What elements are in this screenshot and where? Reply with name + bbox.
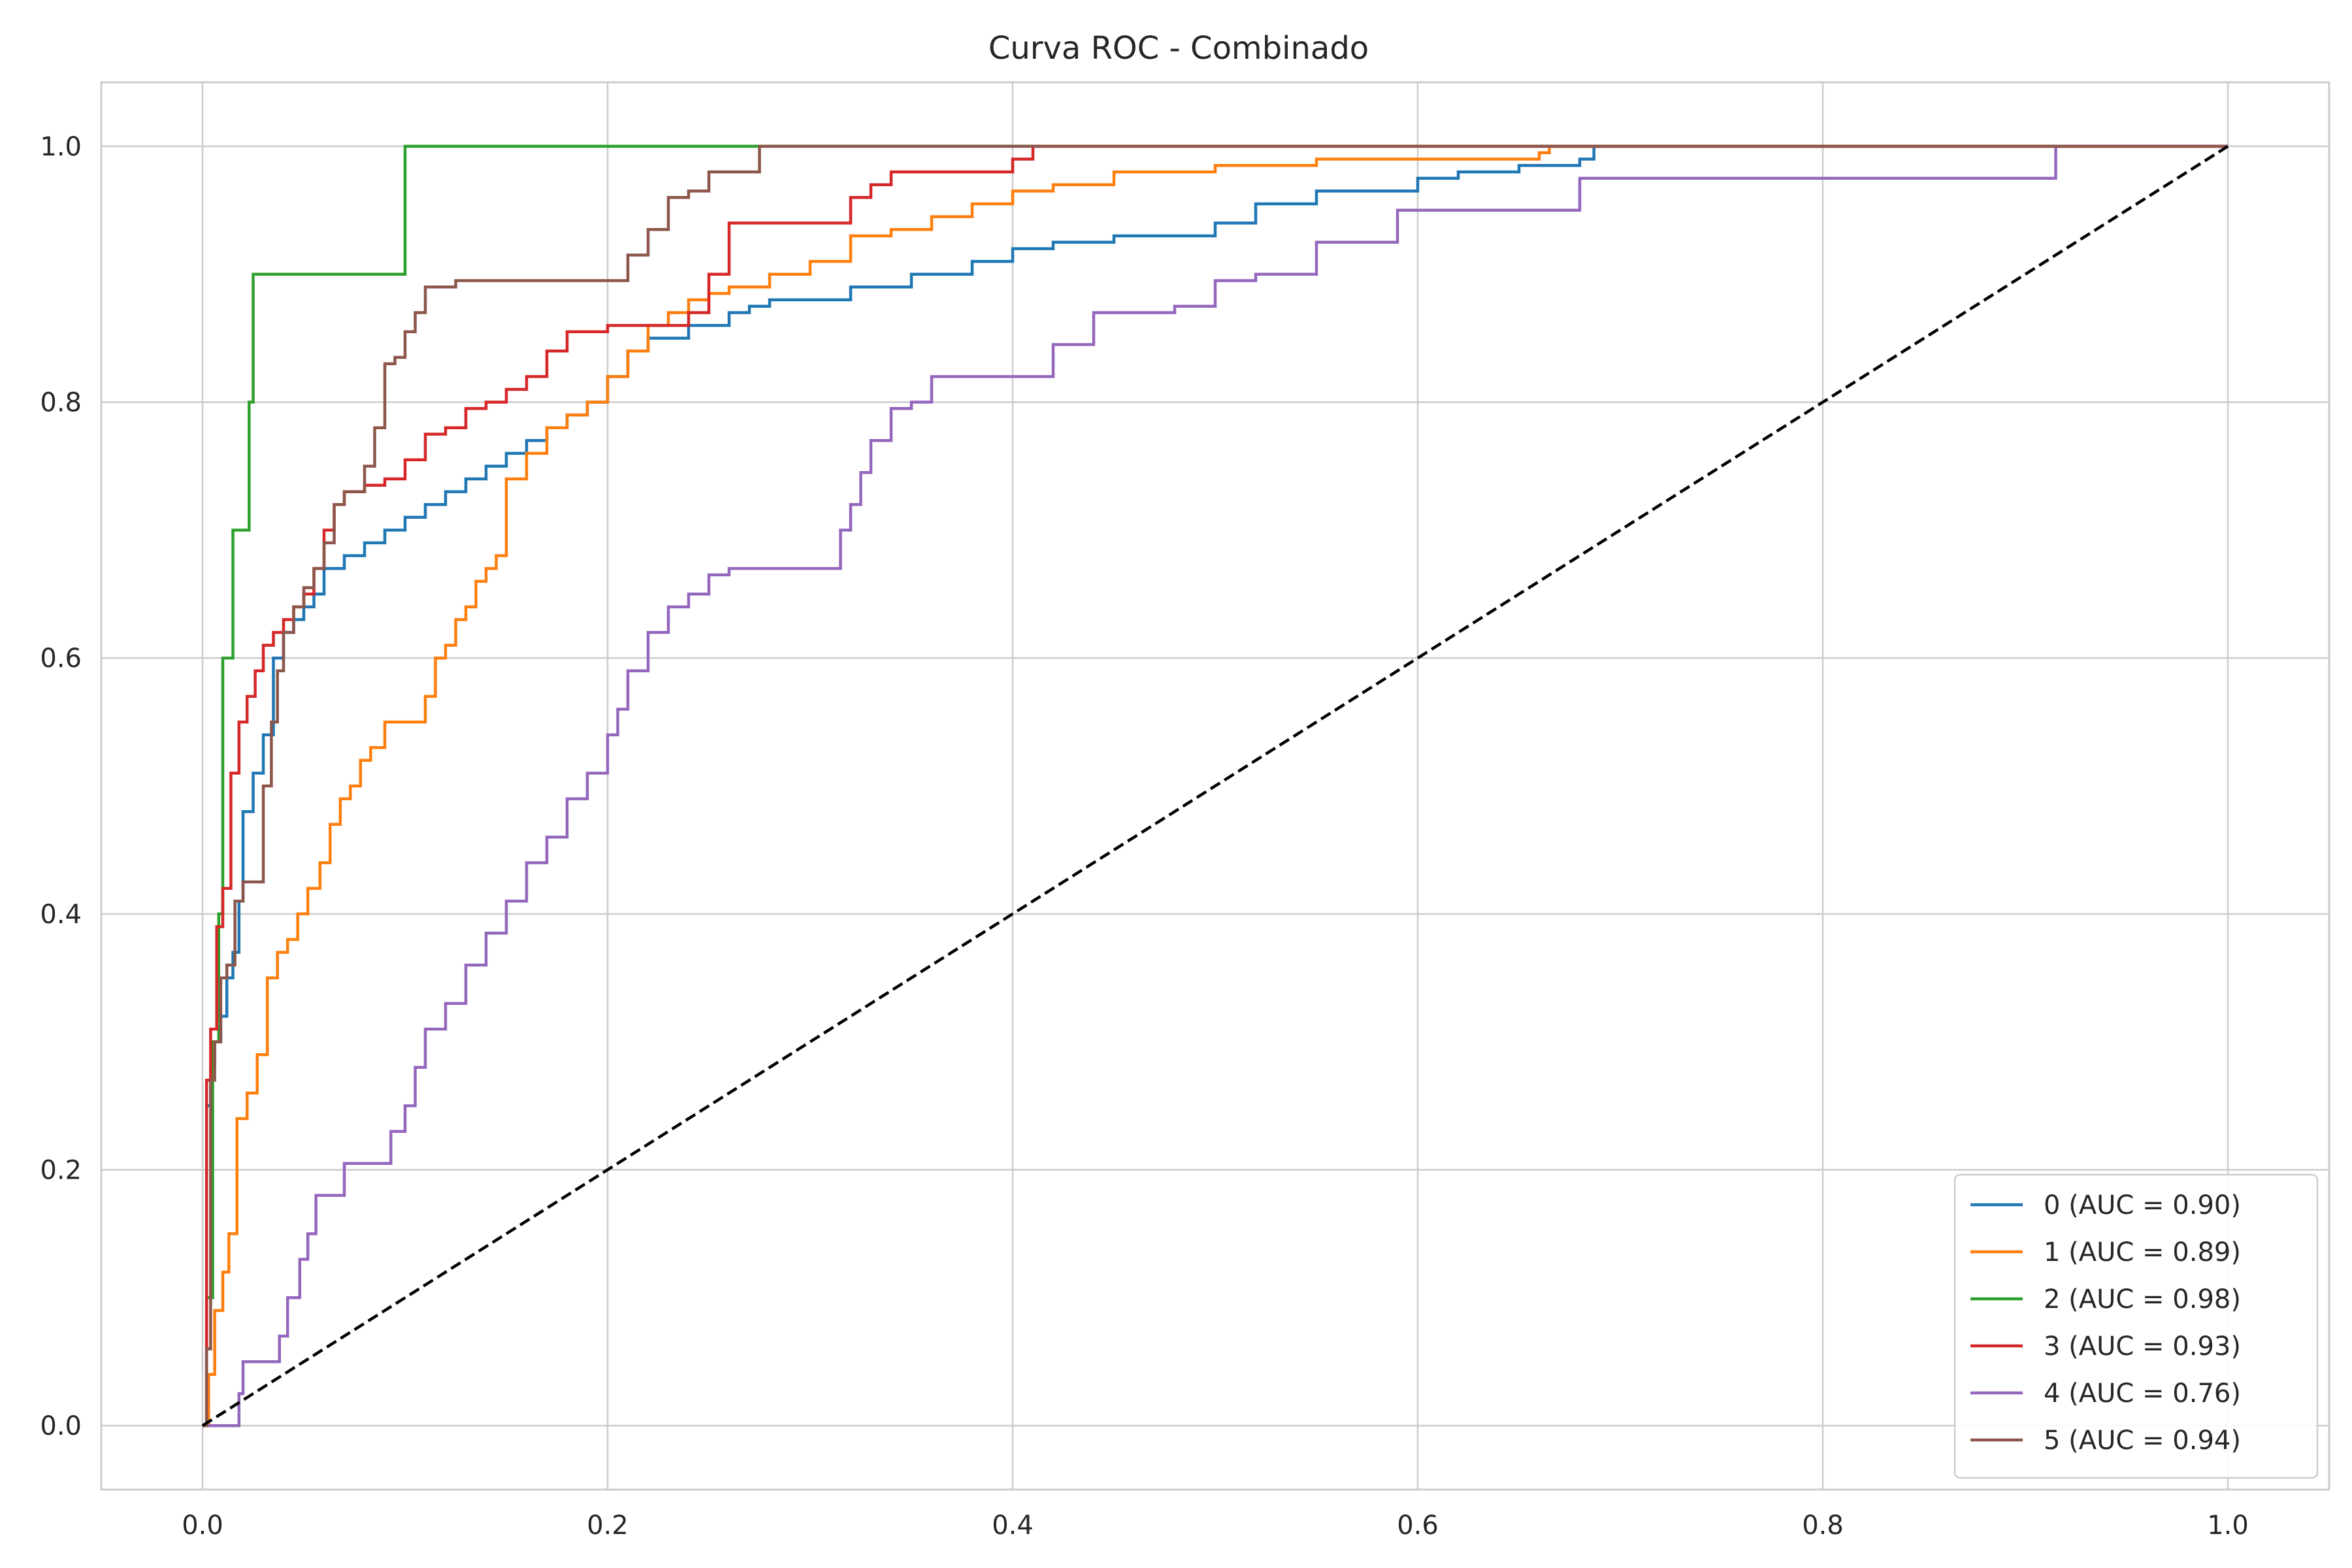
y-tick-label: 0.2 (40, 1155, 82, 1185)
legend-label: 1 (AUC = 0.89) (2044, 1237, 2241, 1267)
series-lines (203, 144, 2228, 1428)
reference-diagonal-line (201, 145, 2229, 1427)
legend-label: 3 (AUC = 0.93) (2044, 1331, 2241, 1362)
chart-title: Curva ROC - Combinado (988, 30, 1369, 67)
x-tick-labels: 0.0 0.2 0.4 0.6 0.8 1.0 (182, 1511, 2249, 1541)
y-tick-label: 0.6 (40, 644, 82, 674)
x-tick-label: 1.0 (2207, 1511, 2249, 1541)
x-tick-label: 0.2 (587, 1511, 629, 1541)
roc-series-1 (203, 144, 2228, 1428)
y-tick-label: 0.0 (40, 1411, 82, 1441)
x-tick-label: 0.0 (182, 1511, 223, 1541)
y-tick-label: 0.8 (40, 388, 82, 418)
roc-series-4 (203, 144, 2228, 1428)
roc-series-3 (203, 144, 2228, 1428)
legend-label: 4 (AUC = 0.76) (2044, 1379, 2241, 1409)
x-tick-label: 0.4 (992, 1511, 1034, 1541)
roc-series-2 (203, 144, 2228, 1428)
x-tick-label: 0.8 (1802, 1511, 1844, 1541)
y-tick-labels: 0.0 0.2 0.4 0.6 0.8 1.0 (40, 132, 82, 1441)
grid-lines (101, 82, 2329, 1490)
y-tick-label: 0.4 (40, 900, 82, 930)
y-tick-label: 1.0 (40, 132, 82, 162)
x-tick-label: 0.6 (1397, 1511, 1439, 1541)
legend-label: 2 (AUC = 0.98) (2044, 1284, 2241, 1315)
legend-label: 5 (AUC = 0.94) (2044, 1426, 2241, 1456)
chance-line (201, 145, 2229, 1427)
legend-label: 0 (AUC = 0.90) (2044, 1190, 2241, 1220)
legend-box (1953, 1173, 2319, 1479)
roc-series-5 (203, 144, 2228, 1428)
legend: 0 (AUC = 0.90) 1 (AUC = 0.89) 2 (AUC = 0.9… (1953, 1173, 2319, 1479)
